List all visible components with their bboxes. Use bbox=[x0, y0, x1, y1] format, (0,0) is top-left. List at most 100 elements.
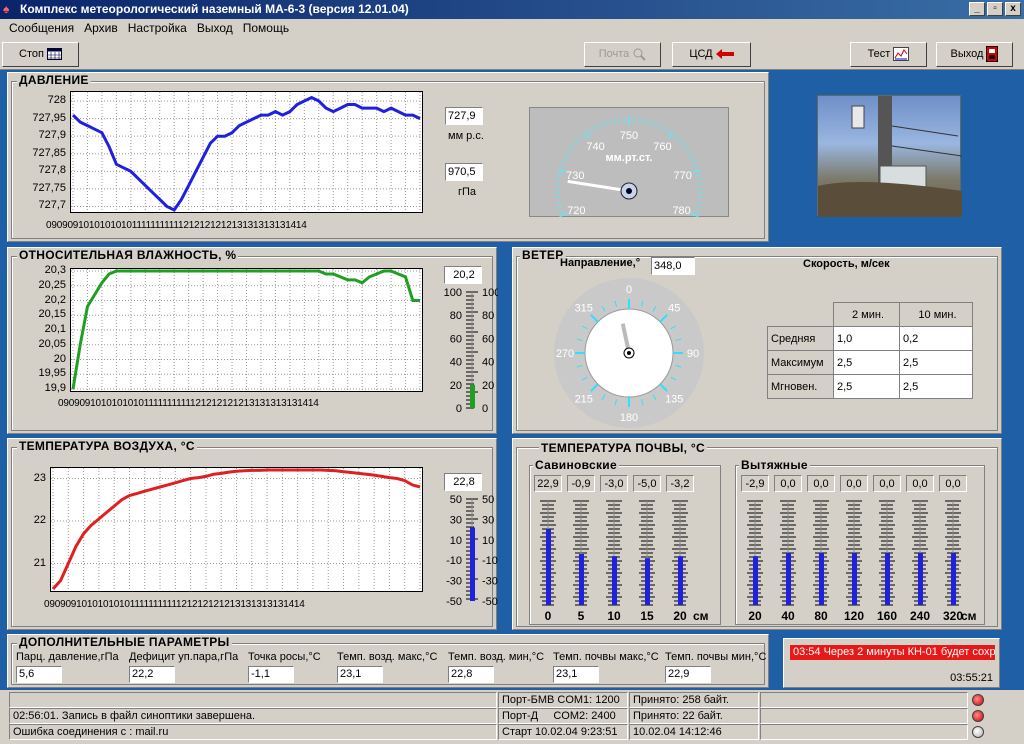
wind-direction-label: Направление,° bbox=[560, 257, 641, 269]
gauge-tick bbox=[690, 212, 699, 217]
status-lamp-red-1 bbox=[972, 694, 984, 706]
gauge-tick-label: 770 bbox=[673, 170, 691, 182]
soil-bar-fill bbox=[786, 553, 791, 605]
extra-params-group bbox=[11, 643, 765, 685]
pressure-chart bbox=[70, 91, 423, 213]
y-tick-label: 20,15 bbox=[38, 308, 66, 321]
gauge-tick bbox=[654, 122, 658, 128]
gauge-unit-label: мм.рт.ст. bbox=[606, 152, 653, 164]
soil-depth-label: 80 bbox=[814, 609, 828, 623]
soil-value-field: -2,9 bbox=[741, 475, 769, 492]
y-tick-label: 22 bbox=[33, 514, 46, 526]
humidity-value-field: 20,2 bbox=[444, 266, 482, 284]
air-temp-chart bbox=[50, 467, 423, 592]
gauge-tick-label: 730 bbox=[566, 170, 584, 182]
scale-label-right: 60 bbox=[482, 333, 494, 345]
soil-bar bbox=[879, 500, 895, 606]
gauge-tick bbox=[559, 164, 565, 168]
compass-label: 0 bbox=[626, 284, 632, 296]
compass-label: 315 bbox=[575, 303, 593, 315]
menu-messages[interactable]: Сообщения bbox=[9, 21, 75, 35]
menu-exit[interactable]: Выход bbox=[196, 21, 233, 35]
status-recv-1: Принято: 258 байт. bbox=[629, 692, 759, 708]
menu-settings[interactable]: Настройка bbox=[127, 21, 187, 35]
pressure-hpa-unit: гПа bbox=[458, 186, 477, 198]
soil-temp-group bbox=[516, 447, 998, 627]
arrow-left-icon bbox=[715, 49, 734, 60]
soil-bar bbox=[813, 500, 829, 606]
compass-tick bbox=[576, 338, 583, 342]
y-tick-label: 20,25 bbox=[38, 278, 66, 291]
wind-speed-label: Скорость, м/сек bbox=[803, 258, 890, 270]
csd-button[interactable]: ЦСД bbox=[672, 42, 751, 67]
gauge-tick bbox=[682, 144, 688, 149]
soil-bar bbox=[573, 500, 589, 606]
gauge-tick bbox=[673, 134, 678, 139]
scale-fill bbox=[470, 527, 475, 601]
gauge-tick-label: 720 bbox=[567, 205, 585, 217]
humidity-title: ОТНОСИТЕЛЬНАЯ ВЛАЖНОСТЬ, % bbox=[17, 248, 239, 262]
humidity-plot bbox=[71, 269, 422, 391]
scale-label-left: 50 bbox=[450, 495, 462, 506]
maximize-button[interactable]: ▫ bbox=[987, 2, 1003, 16]
status-start: Старт 10.02.04 9:23:51 bbox=[498, 724, 628, 740]
soil-temp-title: ТЕМПЕРАТУРА ПОЧВЫ, °С bbox=[539, 441, 707, 455]
soil-value-field: 0,0 bbox=[939, 475, 967, 492]
close-button[interactable]: x bbox=[1005, 2, 1021, 16]
gauge-tick bbox=[695, 209, 701, 213]
exit-button[interactable]: Выход bbox=[936, 42, 1013, 67]
scale-label-left: 80 bbox=[450, 310, 462, 322]
mail-label: Почта bbox=[598, 48, 630, 60]
scale-label-left: 10 bbox=[450, 535, 462, 547]
window-titlebar: ♠ Комплекс метеорологический наземный МА… bbox=[0, 0, 1024, 19]
exit-label: Выход bbox=[950, 48, 984, 60]
menu-help[interactable]: Помощь bbox=[242, 21, 290, 35]
chart-icon bbox=[893, 47, 910, 62]
alert-message: 03:54 Через 2 минуты КН-01 будет сохр. bbox=[790, 645, 995, 660]
minimize-button[interactable]: _ bbox=[969, 2, 985, 16]
wind-row-label: Максимум bbox=[767, 350, 834, 375]
gauge-tick bbox=[696, 205, 702, 208]
scale-label-right: 20 bbox=[482, 380, 494, 392]
compass-tick bbox=[576, 364, 583, 368]
test-label: Тест bbox=[867, 48, 891, 60]
air-temp-group bbox=[11, 447, 493, 627]
status-lamp-white bbox=[972, 726, 984, 738]
menu-archive[interactable]: Архив bbox=[84, 21, 118, 35]
status-extra-3 bbox=[760, 724, 968, 740]
compass-label: 90 bbox=[687, 348, 699, 360]
status-lamp-red-2 bbox=[972, 710, 984, 722]
y-tick-label: 20,3 bbox=[44, 264, 66, 276]
soil-depth-unit: см bbox=[693, 609, 709, 623]
wind-cell: 2,5 bbox=[899, 374, 973, 399]
status-extra-2 bbox=[760, 708, 968, 724]
extra-param-label: Дефицит уп.пара,гПа bbox=[129, 651, 239, 663]
stop-button[interactable]: Стоп bbox=[2, 42, 79, 67]
alert-time: 03:55:21 bbox=[950, 672, 993, 684]
gauge-tick-label: 740 bbox=[586, 141, 604, 153]
y-tick-label: 19,9 bbox=[44, 382, 66, 394]
mail-button[interactable]: Почта bbox=[584, 42, 661, 67]
compass-label: 45 bbox=[668, 303, 680, 315]
extra-param-label: Темп. почвы мин,°С bbox=[665, 651, 767, 663]
scale-label-right: -50 bbox=[482, 596, 498, 608]
extra-param-value: 5,6 bbox=[16, 666, 62, 683]
menu-bar: Сообщения Архив Настройка Выход Помощь bbox=[0, 19, 1024, 38]
y-tick-label: 727,8 bbox=[38, 164, 66, 177]
compass-tick bbox=[590, 383, 599, 392]
test-button[interactable]: Тест bbox=[850, 42, 927, 67]
compass-label: 270 bbox=[556, 348, 574, 360]
status-log-3: Ошибка соединения с : mail.ru bbox=[9, 724, 497, 740]
compass-tick bbox=[601, 305, 606, 312]
scale-label-right: 30 bbox=[482, 514, 494, 526]
soil-value-field: 0,0 bbox=[873, 475, 901, 492]
stop-label: Стоп bbox=[19, 48, 44, 60]
soil-bar bbox=[606, 500, 622, 606]
gauge-tick bbox=[563, 156, 569, 160]
y-tick-label: 20,1 bbox=[44, 323, 66, 335]
compass-tick bbox=[614, 399, 618, 406]
soil-depth-label: 20 bbox=[748, 609, 762, 623]
gauge-tick bbox=[689, 156, 695, 160]
extra-param-value: 22,8 bbox=[448, 666, 494, 683]
wind-row-label: Средняя bbox=[767, 326, 834, 351]
